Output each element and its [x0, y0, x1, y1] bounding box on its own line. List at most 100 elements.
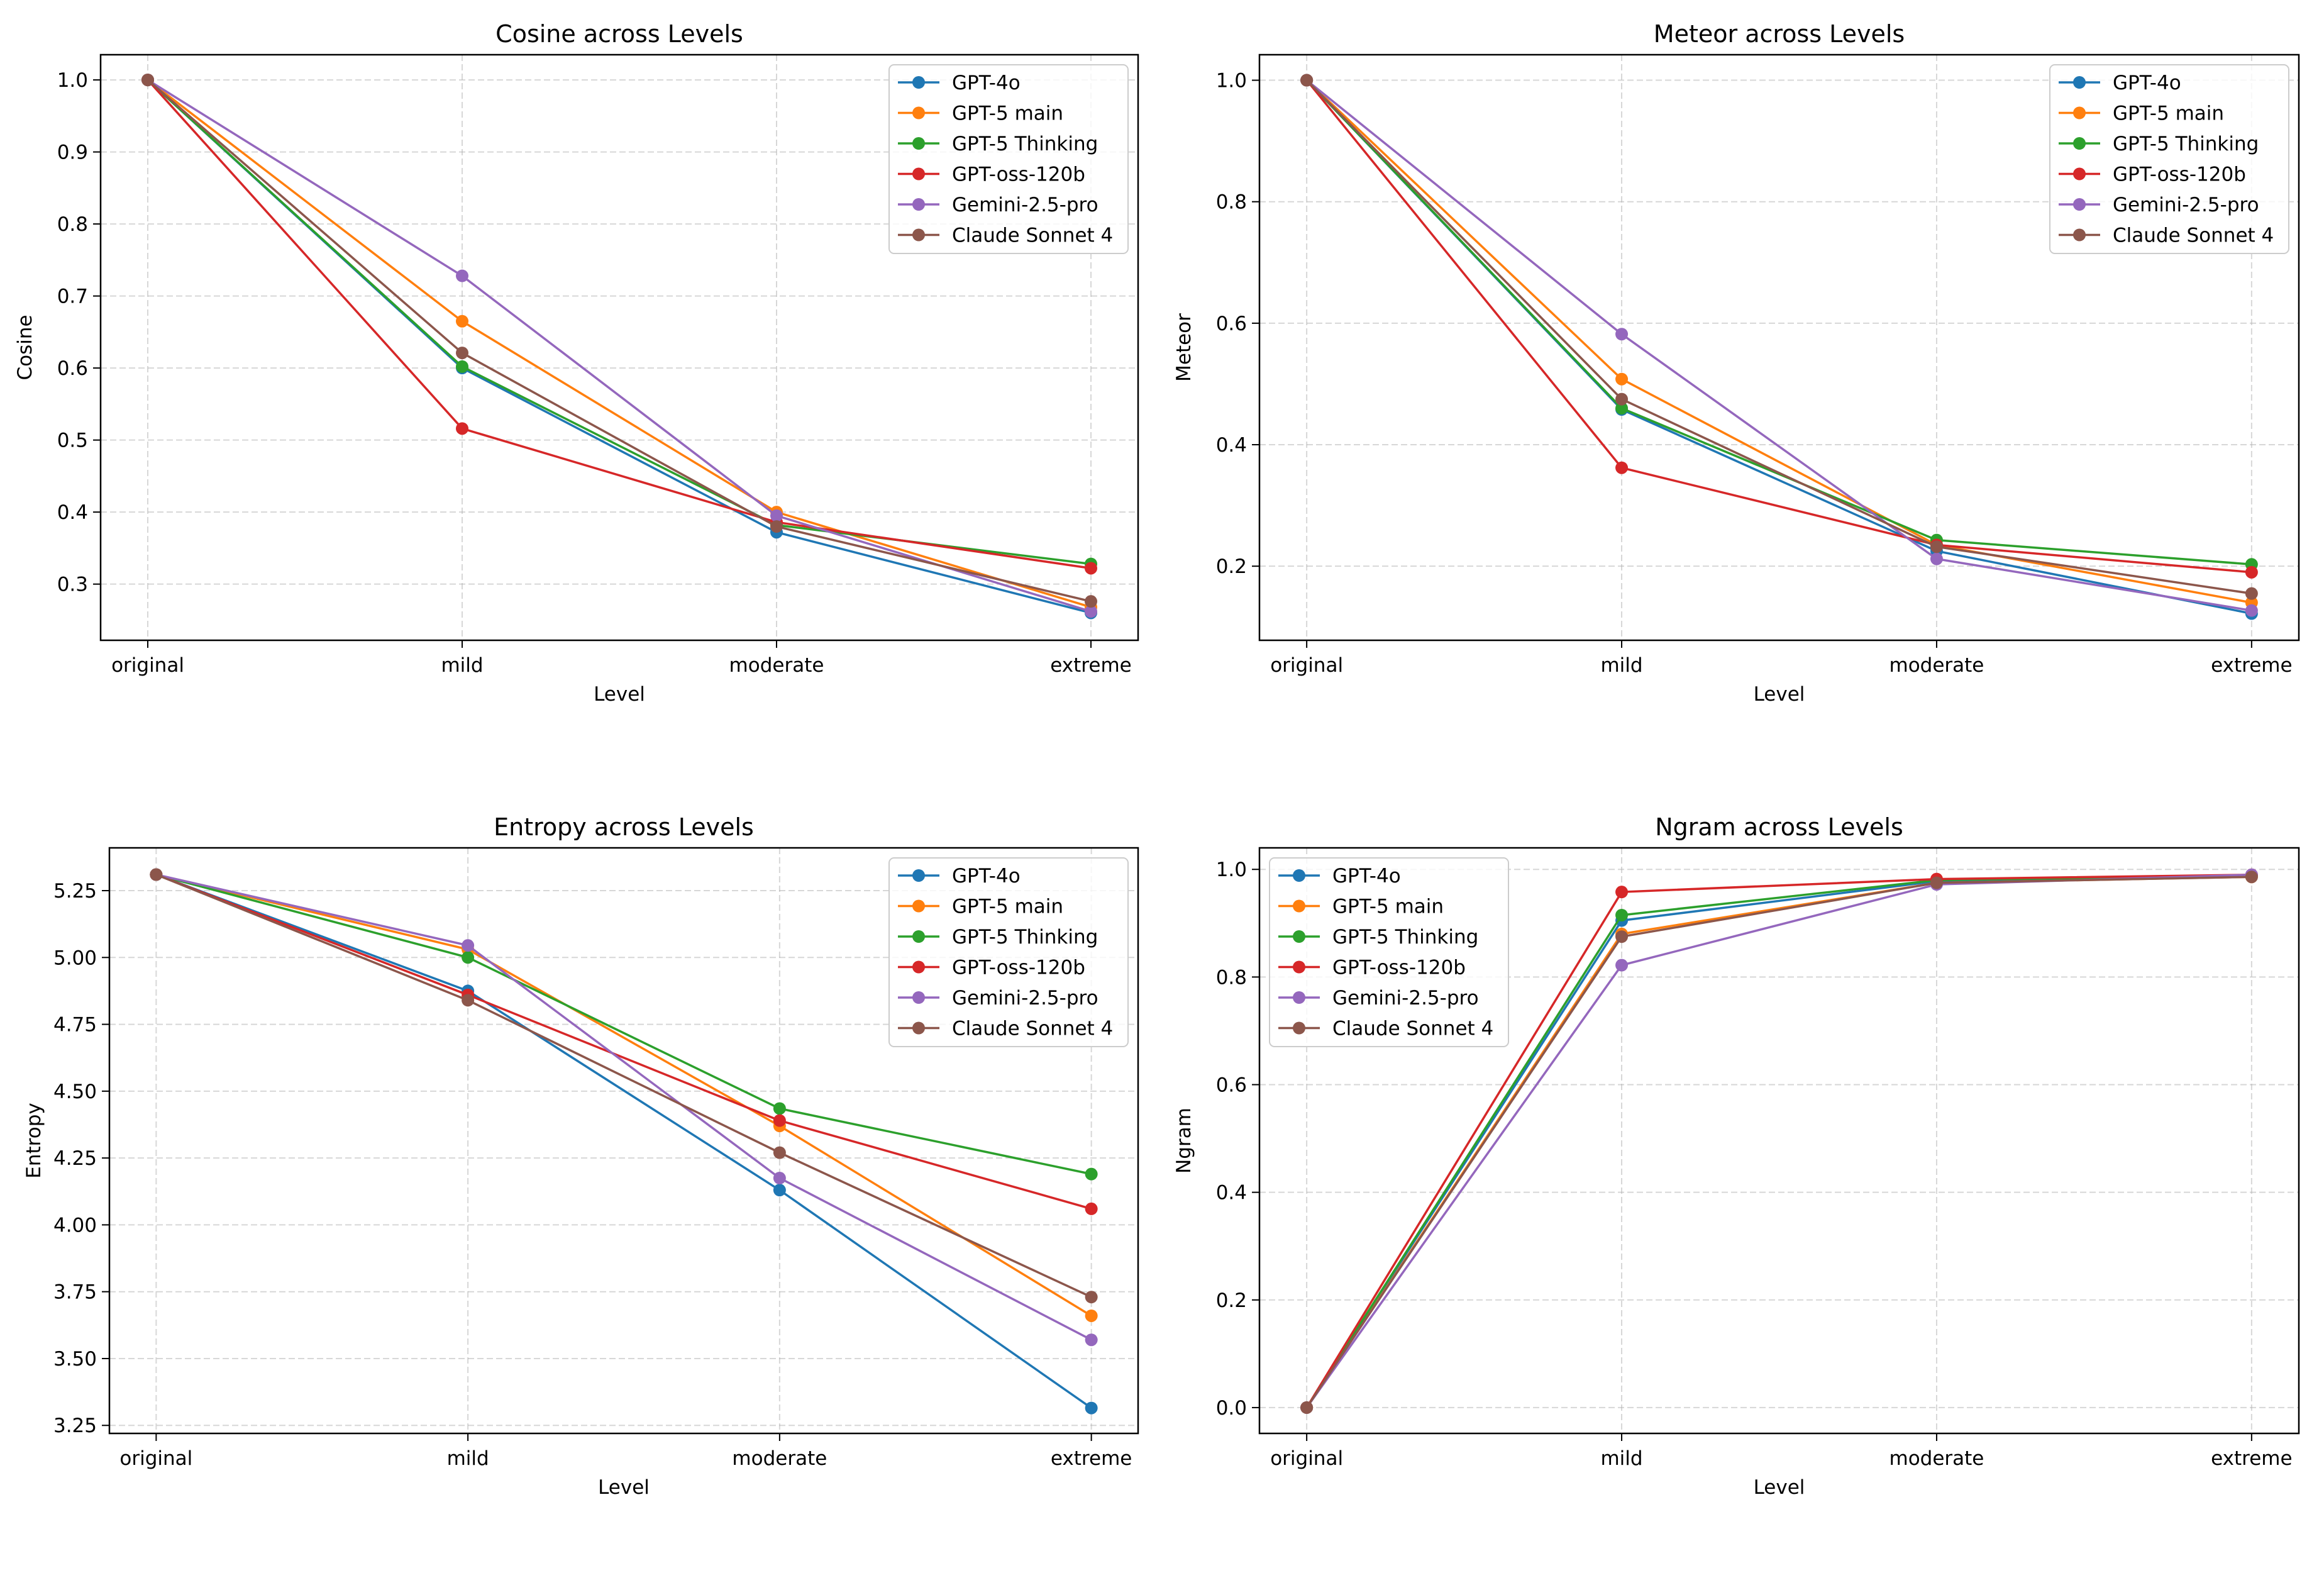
legend: GPT-4o GPT-5 main GPT-5 Thinking GPT-oss-12…: [888, 64, 1129, 254]
legend-label: GPT-oss-120b: [1332, 957, 1466, 979]
y-tick-label: 0.2: [1216, 555, 1247, 578]
data-point: [1085, 1333, 1098, 1347]
legend-label: GPT-5 Thinking: [2113, 133, 2259, 155]
y-tick-label: 0.7: [57, 286, 88, 308]
data-point: [1085, 1309, 1098, 1322]
y-tick-label: 3.50: [53, 1348, 97, 1371]
y-tick-label: 0.5: [57, 430, 88, 452]
legend-box: [2049, 64, 2289, 254]
series-line: [1305, 876, 2252, 1408]
data-point: [1615, 461, 1629, 474]
y-axis-label: Meteor: [1173, 313, 1195, 382]
series-line: [147, 79, 1092, 608]
legend-label: GPT-5 Thinking: [952, 926, 1098, 948]
legend-marker: [912, 137, 925, 150]
x-tick-label: moderate: [729, 654, 824, 677]
data-point: [462, 994, 475, 1007]
legend-item: Gemini-2.5-pro: [1278, 987, 1479, 1009]
legend-item: Claude Sonnet 4: [1278, 1018, 1493, 1040]
data-point: [1615, 886, 1629, 899]
series-claude-sonnet-4: [1300, 870, 2258, 1414]
series-line: [155, 873, 1092, 1176]
legend-marker: [912, 1021, 925, 1035]
legend-item: GPT-oss-120b: [898, 957, 1085, 979]
series-line: [155, 873, 1092, 1410]
data-point: [773, 1172, 786, 1185]
series-line: [1306, 79, 2252, 612]
y-axis-label: Ngram: [1173, 1108, 1195, 1174]
legend-item: GPT-4o: [1278, 865, 1401, 887]
legend-label: Gemini-2.5-pro: [952, 987, 1098, 1009]
y-tick-label: 1.0: [1216, 70, 1247, 92]
x-axis-label: Level: [1754, 1476, 1805, 1499]
legend-marker: [2073, 76, 2086, 89]
y-tick-label: 3.25: [53, 1415, 97, 1437]
legend-item: GPT-5 Thinking: [898, 926, 1098, 948]
series-line: [147, 79, 1092, 570]
x-tick-label: mild: [1600, 654, 1642, 677]
legend-label: GPT-5 Thinking: [1332, 926, 1478, 948]
x-tick-label: extreme: [1051, 1447, 1132, 1470]
legend-box: [888, 64, 1129, 254]
legend-item: GPT-5 Thinking: [1278, 926, 1478, 948]
y-tick-label: 0.6: [57, 357, 88, 380]
y-tick-label: 4.75: [53, 1014, 97, 1037]
legend-item: GPT-5 main: [1278, 896, 1444, 918]
legend-item: GPT-5 Thinking: [2059, 133, 2259, 155]
legend-marker: [912, 106, 925, 120]
y-tick-label: 0.4: [57, 501, 88, 524]
legend-label: Claude Sonnet 4: [1332, 1018, 1493, 1040]
legend-marker: [1293, 1021, 1305, 1035]
data-point: [1300, 74, 1314, 87]
y-axis-label: Cosine: [14, 314, 36, 380]
legend-item: GPT-5 main: [898, 103, 1063, 125]
legend-label: GPT-5 main: [1332, 896, 1444, 918]
x-tick-label: original: [111, 654, 184, 677]
data-point: [2245, 587, 2258, 600]
x-tick-label: moderate: [1890, 1447, 1984, 1470]
data-point: [462, 939, 475, 952]
chart-panel-ngram: original mild moderate extreme 0.0 0.2 0.4 0.6 0…: [1173, 813, 2300, 1499]
y-tick-label: 0.6: [1216, 1074, 1247, 1097]
chart-title: Ngram across Levels: [1655, 813, 1903, 841]
data-point: [1615, 908, 1629, 921]
legend-item: Gemini-2.5-pro: [2059, 194, 2259, 216]
data-point: [2245, 870, 2258, 884]
data-point: [1930, 876, 1943, 889]
legend-item: GPT-5 main: [2059, 103, 2224, 125]
legend-item: GPT-4o: [2059, 72, 2181, 94]
axes-frame: [1258, 847, 2300, 1435]
series-line: [147, 79, 1092, 603]
legend-marker: [1293, 869, 1305, 882]
data-point: [141, 74, 154, 87]
legend-marker: [912, 899, 925, 913]
y-tick-label: 0.0: [1216, 1397, 1247, 1420]
data-point: [1085, 605, 1097, 618]
legend-item: GPT-oss-120b: [2059, 164, 2246, 186]
legend-item: GPT-5 Thinking: [898, 133, 1098, 155]
y-tick-label: 4.50: [53, 1081, 97, 1103]
data-point: [773, 1146, 786, 1159]
data-point: [150, 868, 163, 881]
legend-item: GPT-4o: [898, 865, 1021, 887]
x-axis-label: Level: [598, 1476, 650, 1499]
axes-frame: [108, 847, 1139, 1435]
data-point: [770, 509, 783, 522]
x-tick-label: extreme: [2211, 654, 2292, 677]
series-line: [155, 873, 1092, 1317]
series-claude-sonnet-4: [1300, 74, 2258, 600]
data-point: [1930, 552, 1943, 565]
data-point: [1300, 1401, 1314, 1414]
legend-marker: [1293, 960, 1305, 974]
legend-label: GPT-oss-120b: [952, 957, 1085, 979]
chart-title: Meteor across Levels: [1654, 20, 1905, 48]
legend-marker: [2073, 228, 2086, 242]
axes-frame: [1258, 53, 2300, 642]
legend-label: GPT-5 main: [2113, 103, 2224, 125]
y-tick-label: 0.8: [1216, 191, 1247, 214]
y-tick-label: 0.8: [1216, 966, 1247, 989]
data-point: [1615, 372, 1629, 386]
legend-label: GPT-5 Thinking: [952, 133, 1098, 155]
legend-marker: [2073, 167, 2086, 181]
series-line: [1305, 79, 2252, 574]
